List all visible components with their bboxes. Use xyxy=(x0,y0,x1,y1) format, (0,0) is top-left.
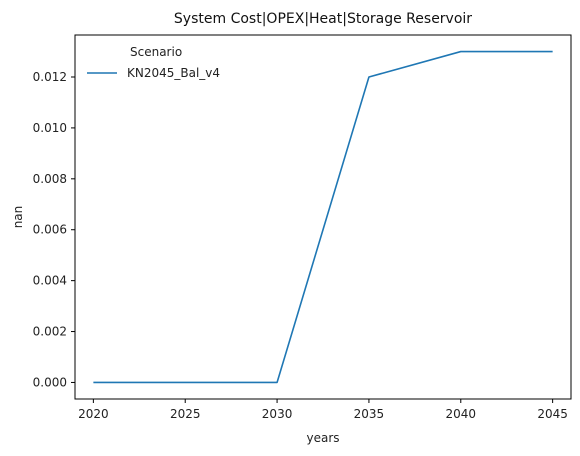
y-tick-label: 0.012 xyxy=(33,70,67,84)
plot-area-frame xyxy=(74,34,572,400)
x-tick-label: 2025 xyxy=(170,407,201,421)
y-tick-label: 0.006 xyxy=(33,223,67,237)
y-axis-title: nan xyxy=(11,206,25,229)
y-tick-label: 0.002 xyxy=(33,325,67,339)
y-tick-label: 0.010 xyxy=(33,121,67,135)
series-layer xyxy=(93,50,553,384)
x-axis: 2020 2025 2030 2035 2040 2045 xyxy=(78,399,568,421)
y-tick-label: 0.000 xyxy=(33,375,67,389)
x-tick-label: 2030 xyxy=(262,407,293,421)
x-axis-title: years xyxy=(306,431,339,445)
legend-title: Scenario xyxy=(130,45,182,59)
y-tick-label: 0.004 xyxy=(33,274,67,288)
legend: Scenario KN2045_Bal_v4 xyxy=(87,45,220,80)
y-tick-label: 0.008 xyxy=(33,172,67,186)
series-line xyxy=(93,50,553,384)
legend-entry-label: KN2045_Bal_v4 xyxy=(127,66,220,80)
y-axis: 0.000 0.002 0.004 0.006 0.008 0.010 0.012 xyxy=(33,70,75,389)
chart-title: System Cost|OPEX|Heat|Storage Reservoir xyxy=(174,11,472,27)
x-tick-label: 2035 xyxy=(354,407,385,421)
x-tick-label: 2040 xyxy=(446,407,477,421)
x-tick-label: 2045 xyxy=(537,407,568,421)
x-tick-label: 2020 xyxy=(78,407,109,421)
